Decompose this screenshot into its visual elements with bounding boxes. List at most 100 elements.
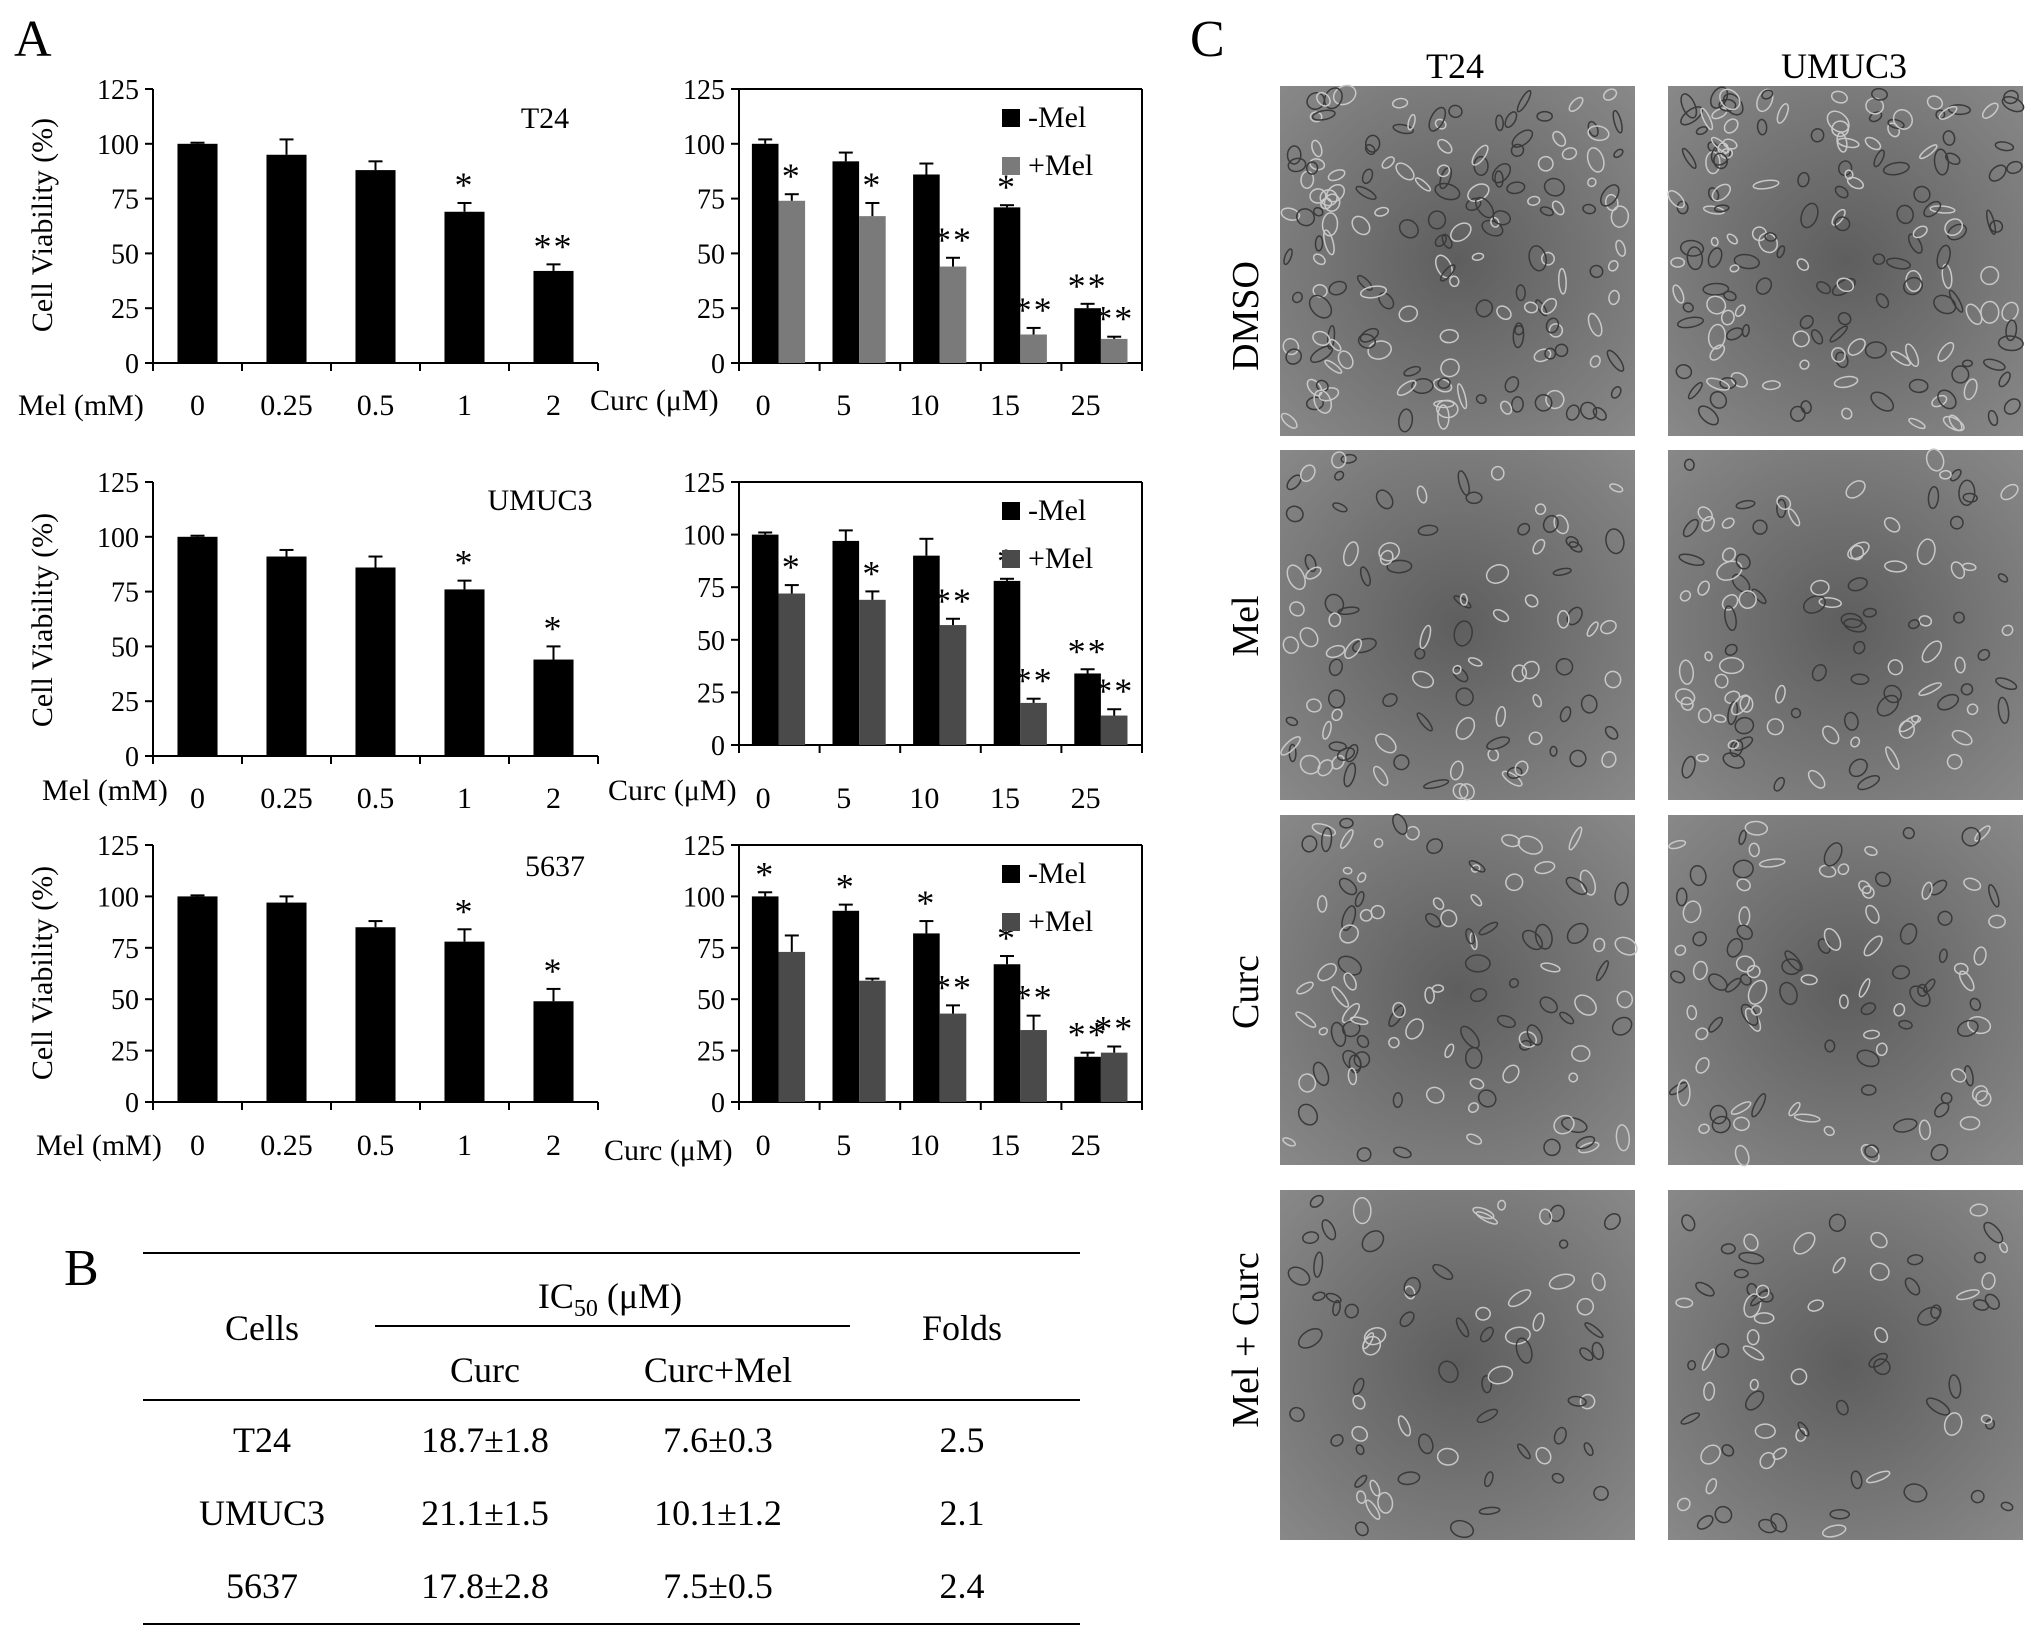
cell-shape — [1587, 125, 1610, 142]
cell-shape — [1874, 871, 1892, 888]
cell-shape — [1345, 743, 1359, 763]
cell-shape — [1858, 880, 1872, 895]
cell-shape — [1566, 606, 1583, 626]
cell-shape — [1282, 1137, 1296, 1147]
legend-swatch — [1002, 550, 1020, 568]
cell-shape — [1600, 184, 1620, 207]
bar — [778, 593, 806, 745]
cell-shape — [1959, 1116, 1981, 1131]
cell-shape — [1467, 183, 1490, 203]
bar — [993, 580, 1021, 745]
cell-shape — [1567, 1395, 1587, 1407]
cell-shape — [1987, 409, 1999, 427]
bar — [266, 902, 307, 1102]
cell-line-label: T24 — [521, 102, 569, 135]
cell-shape — [1883, 517, 1901, 533]
y-tick-label: 125 — [97, 831, 139, 862]
cell-shape — [1793, 1232, 1816, 1255]
cell-shape — [1280, 412, 1298, 429]
bar — [751, 896, 779, 1102]
cell-shape — [1355, 1444, 1365, 1456]
cell-shape — [1568, 96, 1584, 113]
significance-mark: * — [544, 951, 564, 991]
cell-shape — [1604, 725, 1619, 740]
cell-shape — [1956, 1019, 1979, 1037]
cell-shape — [1849, 544, 1865, 561]
cell-shape — [1608, 289, 1620, 306]
cell-shape — [1321, 1219, 1337, 1241]
cell-shape — [1695, 126, 1708, 136]
table-cell-line: UMUC3 — [199, 1493, 325, 1533]
cell-shape — [1495, 705, 1507, 727]
cell-shape — [1285, 716, 1299, 727]
cell-shape — [1504, 1326, 1531, 1345]
significance-mark: ** — [933, 581, 973, 621]
micrograph-image — [1280, 84, 1635, 436]
cell-shape — [1832, 1256, 1846, 1274]
cell-shape — [1289, 601, 1305, 617]
cell-shape — [1892, 109, 1913, 130]
cell-line-label: 5637 — [525, 850, 585, 883]
cell-shape — [1309, 188, 1327, 204]
cell-shape — [1407, 113, 1416, 131]
cell-shape — [1589, 355, 1601, 368]
cell-shape — [1334, 470, 1345, 481]
cell-shape — [1706, 377, 1730, 391]
panel-label-c: C — [1190, 11, 1225, 68]
legend-swatch — [1002, 157, 1020, 175]
bar — [1020, 1030, 1047, 1102]
cell-shape — [1695, 1057, 1710, 1074]
cell-shape — [1593, 937, 1606, 953]
cell-shape — [1997, 335, 2024, 352]
cell-shape — [1539, 206, 1554, 217]
cell-shape — [1519, 1039, 1532, 1051]
cell-shape — [1328, 741, 1347, 752]
cell-shape — [1857, 774, 1881, 791]
cell-shape — [1884, 560, 1908, 573]
cell-shape — [1887, 118, 1905, 130]
x-tick-label: 15 — [990, 389, 1020, 422]
cell-shape — [1398, 305, 1419, 323]
significance-mark: * — [782, 156, 802, 196]
cell-shape — [1997, 696, 2010, 724]
cell-shape — [1709, 1104, 1728, 1125]
cell-shape — [1289, 1406, 1305, 1422]
cell-shape — [1411, 378, 1434, 395]
cell-shape — [1559, 706, 1572, 723]
cell-shape — [1948, 414, 1963, 432]
cell-shape — [1583, 1442, 1594, 1457]
cell-shape — [1516, 1443, 1531, 1460]
cell-shape — [1364, 134, 1381, 153]
cell-shape — [1896, 204, 1914, 225]
cell-shape — [1720, 1243, 1736, 1255]
bar — [533, 270, 574, 363]
cell-shape — [1773, 776, 1786, 792]
cell-shape — [1799, 314, 1814, 330]
cell-shape — [1306, 378, 1323, 397]
y-tick-label: 100 — [97, 882, 139, 913]
cell-shape — [1370, 904, 1385, 920]
cell-shape — [1485, 564, 1510, 584]
cell-shape — [1761, 380, 1781, 391]
cell-shape — [1338, 877, 1358, 896]
cell-shape — [1921, 640, 1943, 663]
cell-shape — [1810, 579, 1830, 596]
cell-shape — [1876, 694, 1899, 717]
cell-shape — [1961, 826, 1981, 847]
cell-shape — [1682, 518, 1699, 538]
cell-shape — [1324, 359, 1343, 374]
cell-shape — [1515, 284, 1526, 302]
cell-shape — [1850, 1470, 1863, 1490]
cell-shape — [1716, 560, 1743, 581]
cell-shape — [1766, 718, 1784, 736]
cell-shape — [1907, 233, 1923, 254]
bar — [751, 534, 779, 745]
significance-mark: * — [455, 543, 475, 583]
cell-shape — [1325, 644, 1346, 659]
cell-shape — [1696, 1515, 1714, 1530]
cell-shape — [1829, 1508, 1851, 1520]
cell-shape — [1325, 1292, 1342, 1304]
cell-shape — [1818, 597, 1842, 608]
cell-shape — [1327, 689, 1346, 709]
